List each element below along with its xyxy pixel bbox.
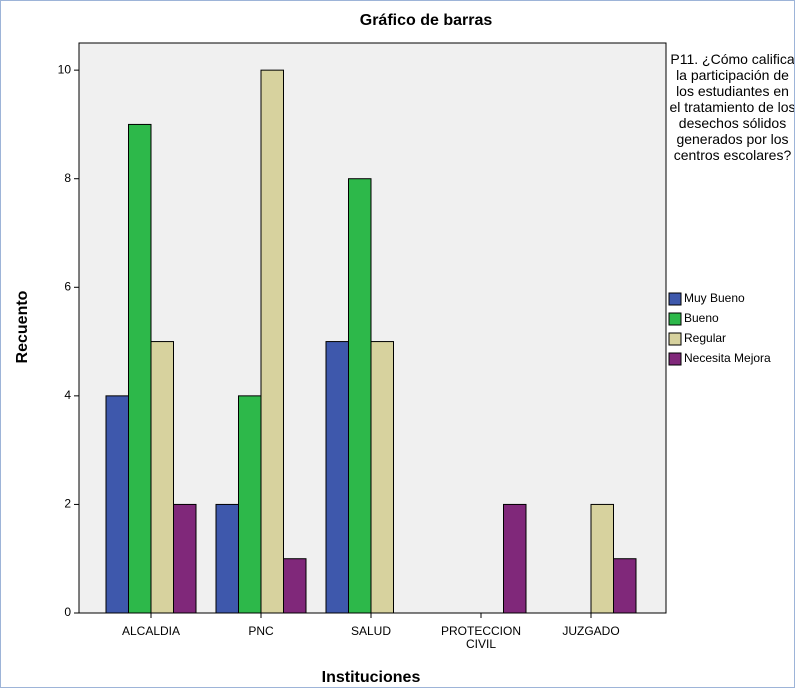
y-tick-label: 0 — [64, 605, 71, 619]
legend-swatch — [668, 332, 682, 346]
y-tick-label: 6 — [64, 279, 71, 293]
y-tick-label: 2 — [64, 497, 71, 511]
x-tick-label: JUZGADO — [562, 624, 620, 638]
legend-label: Regular — [684, 331, 727, 345]
bar — [325, 341, 349, 614]
legend-swatch — [668, 352, 682, 366]
x-axis-label: Instituciones — [322, 669, 421, 686]
y-tick-label: 10 — [58, 62, 72, 76]
bar — [348, 178, 372, 614]
bar — [173, 503, 197, 614]
bar — [105, 395, 129, 614]
y-axis-label: Recuento — [14, 290, 31, 363]
bar — [370, 341, 394, 614]
bar — [613, 558, 637, 614]
x-tick-label: SALUD — [350, 624, 391, 638]
bar — [215, 503, 239, 614]
y-tick-label: 8 — [64, 171, 71, 185]
legend-label: Muy Bueno — [684, 291, 745, 305]
bar — [590, 503, 614, 614]
bar — [283, 558, 307, 614]
legend-label: Bueno — [684, 311, 719, 325]
y-tick-label: 4 — [64, 388, 71, 402]
x-tick-label: ALCALDIA — [121, 624, 181, 638]
chart-title: Gráfico de barras — [360, 12, 493, 29]
legend-title: P11. ¿Cómo califica la participación de … — [669, 51, 795, 163]
bar — [150, 341, 174, 614]
x-tick-label: PNC — [248, 624, 274, 638]
legend-label: Necesita Mejora — [684, 351, 771, 365]
x-tick-label: PROTECCION CIVIL — [440, 624, 521, 651]
bar — [238, 395, 262, 614]
bar — [503, 503, 527, 614]
bar — [260, 69, 284, 614]
legend-swatch — [668, 312, 682, 326]
bar — [128, 123, 152, 614]
legend-swatch — [668, 292, 682, 306]
